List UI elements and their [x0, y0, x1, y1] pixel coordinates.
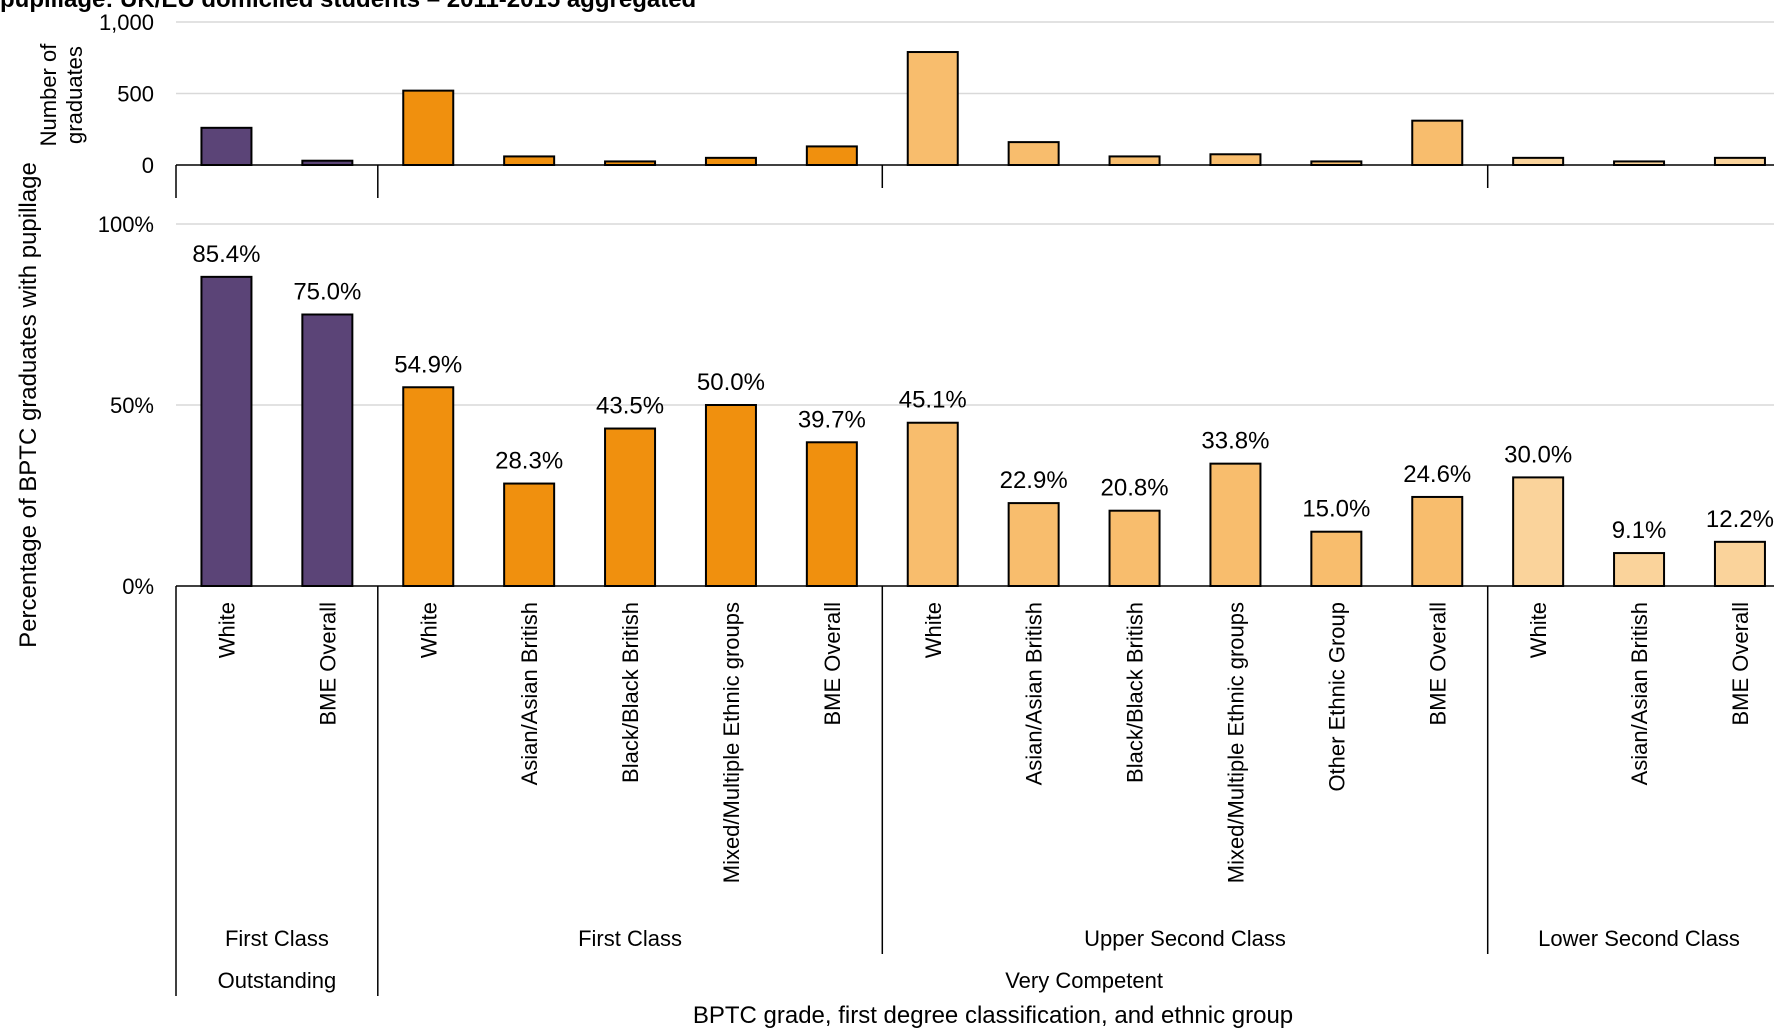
category-label: BME Overall [820, 602, 845, 725]
count-bar [200, 126, 253, 166]
data-label: 20.8% [1101, 475, 1169, 502]
count-tick-label: 500 [117, 82, 154, 107]
percent-bar [301, 313, 354, 587]
percent-bar [402, 386, 455, 587]
data-label: 45.1% [899, 387, 967, 414]
category-label: BME Overall [1425, 602, 1450, 725]
percent-tick-label: 100% [98, 212, 154, 237]
category-label: Asian/Asian British [517, 602, 542, 785]
percent-bar [1613, 552, 1666, 587]
count-axis-title: graduates [62, 46, 87, 144]
percent-bar [1007, 502, 1060, 587]
percent-tick-label: 0% [122, 574, 154, 599]
count-bar [805, 145, 858, 167]
bptc-grade-label: Outstanding [218, 968, 337, 993]
category-label: White [214, 602, 239, 658]
count-bar [906, 51, 959, 166]
category-label: BME Overall [1728, 602, 1753, 725]
count-bar [402, 89, 455, 166]
category-label: White [1526, 602, 1551, 658]
category-label: Other Ethnic Group [1324, 602, 1349, 792]
percent-bar [1209, 462, 1262, 588]
count-tick-label: 1,000 [99, 10, 154, 35]
count-bar [1512, 156, 1565, 167]
data-label: 39.7% [798, 406, 866, 433]
percent-bar [1108, 509, 1161, 588]
percent-bar [1512, 476, 1565, 587]
data-label: 15.0% [1302, 496, 1370, 523]
count-bar [1713, 156, 1766, 167]
percent-bar [200, 275, 253, 587]
percent-bar [1310, 530, 1363, 588]
percent-bar [704, 404, 757, 587]
data-label: 50.0% [697, 369, 765, 396]
category-label: Black/Black British [1123, 602, 1148, 783]
first-degree-label: First Class [225, 926, 329, 951]
data-label: 43.5% [596, 393, 664, 420]
data-label: 54.9% [394, 351, 462, 378]
data-label: 75.0% [293, 279, 361, 306]
data-label: 30.0% [1504, 441, 1572, 468]
data-label: 24.6% [1403, 461, 1471, 488]
count-axis-title: Number of [36, 43, 61, 147]
y-axis-title: Percentage of BPTC graduates with pupill… [15, 162, 42, 648]
percent-bar [1411, 495, 1464, 587]
bptc-grade-label: Very Competent [1005, 968, 1163, 993]
count-tick-label: 0 [142, 153, 154, 178]
category-label: BME Overall [315, 602, 340, 725]
count-bar [1007, 141, 1060, 166]
data-label: 22.9% [1000, 467, 1068, 494]
category-label: Mixed/Multiple Ethnic groups [719, 602, 744, 883]
percent-bar [906, 421, 959, 587]
category-label: Black/Black British [618, 602, 643, 783]
count-bar [503, 155, 556, 166]
count-bar [1411, 119, 1464, 166]
percent-bar [503, 482, 556, 587]
data-label: 85.4% [192, 241, 260, 268]
count-bar [704, 156, 757, 167]
first-degree-label: Upper Second Class [1084, 926, 1286, 951]
data-label: 28.3% [495, 448, 563, 475]
percent-tick-label: 50% [110, 393, 154, 418]
data-label: 12.2% [1706, 506, 1774, 533]
category-label: Asian/Asian British [1627, 602, 1652, 785]
chart-title: pupillage: UK/EU domiciled students – 20… [0, 0, 696, 13]
percent-bar [604, 427, 657, 587]
first-degree-label: Lower Second Class [1538, 926, 1740, 951]
category-label: Asian/Asian British [1022, 602, 1047, 785]
x-axis-title: BPTC grade, first degree classification,… [693, 1002, 1293, 1029]
data-label: 33.8% [1201, 428, 1269, 455]
percent-bar [805, 441, 858, 588]
count-bar [1108, 155, 1161, 166]
category-label: White [921, 602, 946, 658]
percent-bar [1713, 540, 1766, 587]
category-label: White [416, 602, 441, 658]
count-bar [1209, 153, 1262, 166]
data-label: 9.1% [1612, 517, 1667, 544]
category-label: Mixed/Multiple Ethnic groups [1223, 602, 1248, 883]
first-degree-label: First Class [578, 926, 682, 951]
